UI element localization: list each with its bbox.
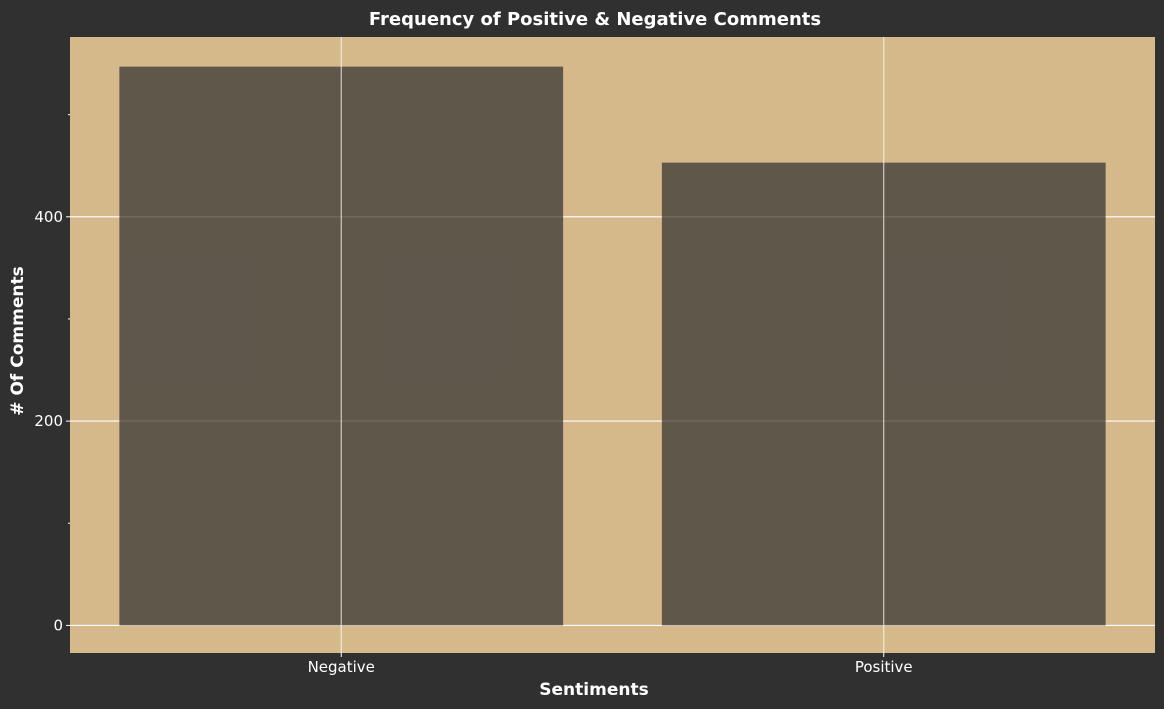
y-tick-label: 400 bbox=[34, 208, 63, 226]
x-axis-label: Sentiments bbox=[539, 680, 648, 700]
x-axis-ticks: Negative Positive bbox=[308, 653, 913, 676]
y-tick-label: 0 bbox=[53, 616, 63, 634]
x-tick-label: Positive bbox=[855, 658, 913, 676]
y-axis-label: # Of Comments bbox=[8, 266, 28, 415]
vertical-grid-lines bbox=[70, 37, 1155, 653]
y-axis-ticks: 0 200 400 bbox=[34, 114, 70, 634]
y-tick-label: 200 bbox=[34, 412, 63, 430]
chart-title: Frequency of Positive & Negative Comment… bbox=[369, 9, 821, 30]
x-tick-label: Negative bbox=[308, 658, 375, 676]
